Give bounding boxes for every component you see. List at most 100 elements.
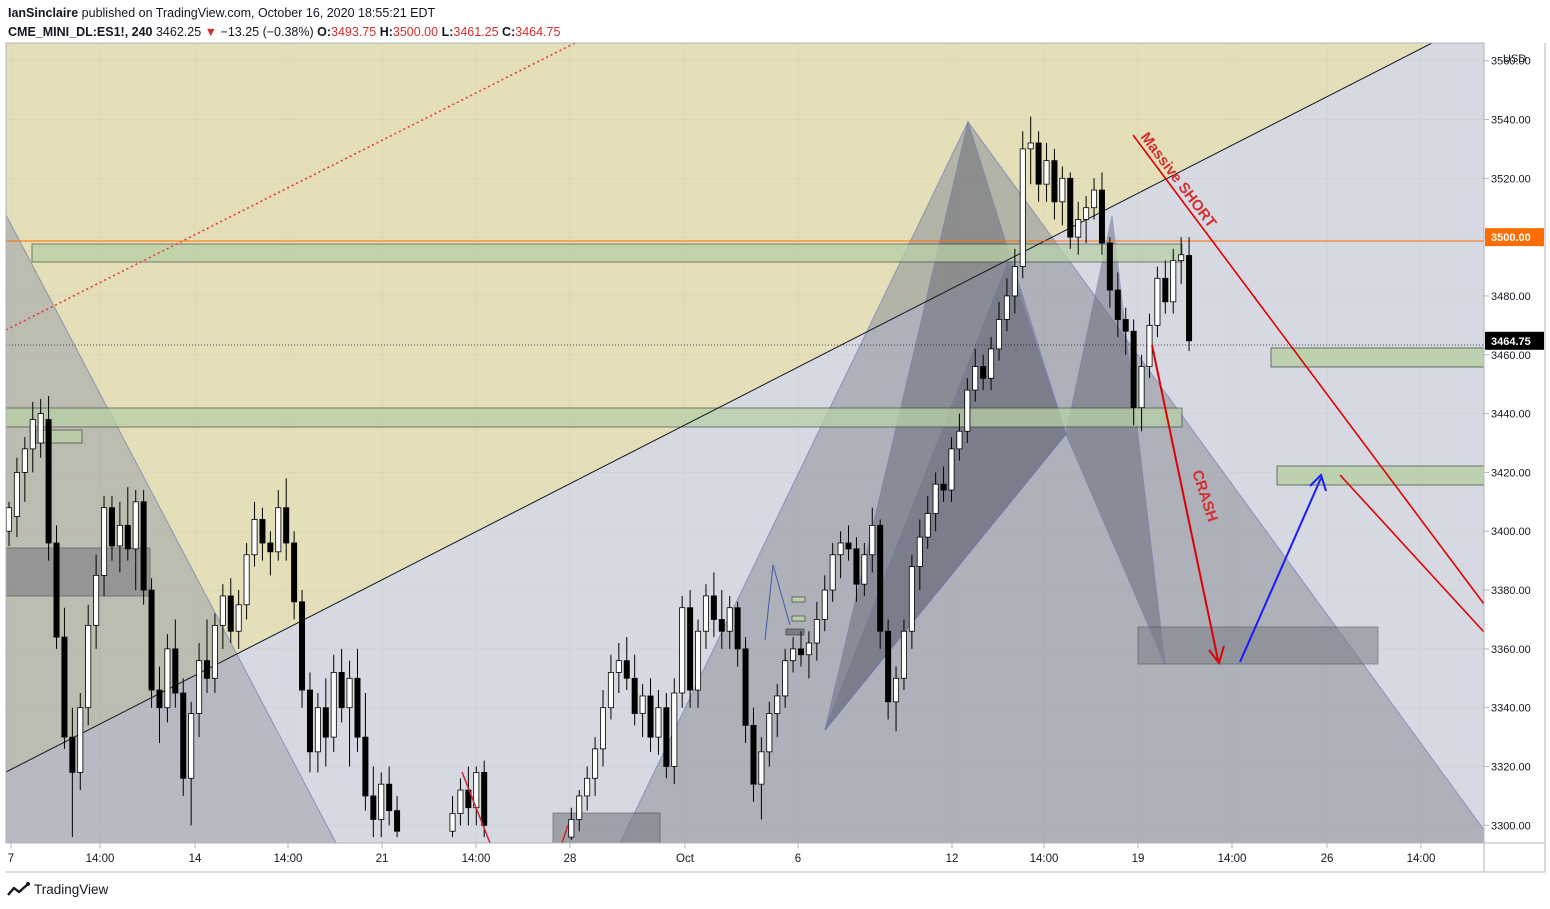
candle[interactable] [900, 619, 907, 691]
candle[interactable] [1051, 148, 1058, 220]
candle[interactable] [726, 595, 733, 649]
candle[interactable] [330, 654, 337, 752]
candle[interactable] [140, 490, 147, 605]
candle[interactable] [908, 554, 915, 649]
candle[interactable] [742, 637, 749, 743]
candle[interactable] [314, 693, 321, 773]
candle[interactable] [790, 637, 797, 673]
candle[interactable] [275, 490, 282, 561]
candle[interactable] [893, 666, 900, 732]
candle[interactable] [821, 575, 828, 632]
candle[interactable] [93, 554, 100, 649]
candle[interactable] [196, 643, 203, 738]
candle[interactable] [481, 760, 488, 838]
candle[interactable] [1138, 354, 1145, 432]
candle[interactable] [671, 678, 678, 785]
candle[interactable] [615, 643, 622, 693]
candle[interactable] [639, 684, 646, 738]
candle[interactable] [988, 337, 995, 391]
candle[interactable] [219, 584, 226, 649]
candle[interactable] [164, 634, 171, 723]
candle[interactable] [1091, 178, 1098, 220]
candle[interactable] [322, 678, 329, 767]
candle[interactable] [568, 807, 575, 841]
candle[interactable] [354, 648, 361, 752]
candle[interactable] [695, 619, 702, 708]
dotted-trendline[interactable] [6, 43, 576, 331]
interval-label[interactable]: 240 [131, 25, 153, 39]
candle[interactable] [1162, 260, 1169, 314]
short-projection-line-2[interactable] [1339, 474, 1484, 633]
candle[interactable] [687, 590, 694, 708]
candle[interactable] [1011, 248, 1018, 314]
candle[interactable] [718, 590, 725, 649]
candle[interactable] [13, 457, 20, 538]
candle[interactable] [940, 466, 947, 502]
candle[interactable] [1035, 131, 1042, 202]
candle[interactable] [370, 766, 377, 838]
candle[interactable] [829, 543, 836, 602]
candle[interactable] [600, 690, 607, 767]
candle[interactable] [1170, 248, 1177, 314]
candle[interactable] [861, 543, 868, 596]
symbol-name[interactable]: CME_MINI_DL:ES1! [8, 25, 125, 39]
candle[interactable] [362, 693, 369, 811]
author-name[interactable]: IanSinclaire [8, 6, 79, 20]
candle[interactable] [1003, 278, 1010, 332]
candle[interactable] [299, 590, 306, 708]
candle[interactable] [758, 737, 765, 820]
candle[interactable] [782, 648, 789, 708]
candle[interactable] [1130, 319, 1137, 426]
candle[interactable] [623, 637, 630, 691]
resistance-zone-3500[interactable] [31, 243, 1183, 263]
candle[interactable] [1154, 266, 1161, 338]
zone-3460[interactable] [1270, 347, 1484, 368]
candle[interactable] [77, 693, 84, 791]
candle[interactable] [45, 395, 52, 561]
candle[interactable] [85, 604, 92, 726]
candle[interactable] [283, 478, 290, 561]
candle[interactable] [1114, 272, 1121, 338]
candle[interactable] [457, 778, 464, 826]
candle[interactable] [584, 766, 591, 811]
candle[interactable] [338, 648, 345, 723]
candle[interactable] [845, 525, 852, 561]
price-axis[interactable] [1485, 43, 1545, 843]
candle[interactable] [101, 495, 108, 596]
candle[interactable] [267, 531, 274, 576]
candle[interactable] [702, 584, 709, 649]
candle[interactable] [996, 301, 1003, 361]
candle[interactable] [1186, 237, 1193, 352]
target-zone-3360[interactable] [1137, 626, 1379, 665]
gray-zone-left[interactable] [6, 547, 151, 597]
candle[interactable] [394, 795, 401, 838]
footer-brand[interactable]: TradingView [6, 879, 206, 903]
candle[interactable] [1067, 172, 1074, 249]
candle[interactable] [1106, 237, 1113, 308]
candle[interactable] [1043, 143, 1050, 202]
candle[interactable] [1019, 131, 1026, 279]
candle[interactable] [924, 495, 931, 549]
candle[interactable] [980, 354, 987, 391]
candle[interactable] [774, 684, 781, 738]
candle[interactable] [655, 690, 662, 755]
candle[interactable] [869, 507, 876, 573]
candle[interactable] [837, 531, 844, 579]
candle[interactable] [813, 601, 820, 661]
rebound-arrow[interactable] [1239, 477, 1322, 663]
candle[interactable] [346, 660, 353, 767]
candle[interactable] [116, 501, 123, 573]
candle[interactable] [679, 595, 686, 708]
candle[interactable] [243, 543, 250, 620]
candle[interactable] [1075, 201, 1082, 255]
candle[interactable] [132, 490, 139, 591]
candle[interactable] [607, 654, 614, 720]
candle[interactable] [956, 413, 963, 461]
candle[interactable] [1027, 116, 1034, 185]
candle[interactable] [291, 531, 298, 620]
candle[interactable] [386, 766, 393, 826]
candle[interactable] [1098, 172, 1105, 255]
candle[interactable] [1059, 166, 1066, 226]
candle[interactable] [877, 519, 884, 649]
